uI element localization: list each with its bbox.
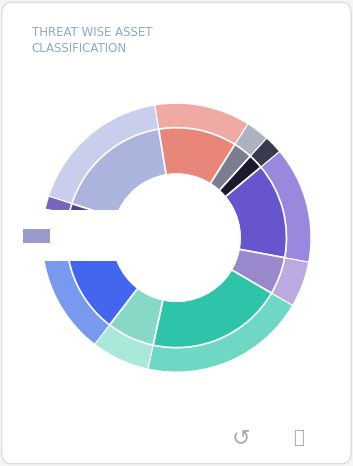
Wedge shape bbox=[219, 156, 261, 197]
Wedge shape bbox=[42, 226, 109, 344]
Wedge shape bbox=[45, 196, 72, 214]
Wedge shape bbox=[72, 129, 166, 218]
Text: ↺: ↺ bbox=[232, 428, 250, 448]
Wedge shape bbox=[235, 124, 267, 156]
Wedge shape bbox=[43, 209, 69, 228]
Wedge shape bbox=[155, 103, 248, 144]
Text: CLASSIFICATION: CLASSIFICATION bbox=[32, 42, 127, 55]
Wedge shape bbox=[66, 228, 138, 325]
Wedge shape bbox=[271, 258, 309, 306]
Wedge shape bbox=[159, 128, 235, 184]
Wedge shape bbox=[148, 293, 293, 372]
FancyBboxPatch shape bbox=[23, 229, 50, 243]
Text: ⛶: ⛶ bbox=[293, 429, 304, 447]
Wedge shape bbox=[69, 204, 116, 224]
Text: 17.42%: 17.42% bbox=[106, 228, 161, 241]
Wedge shape bbox=[49, 105, 159, 204]
Text: THREAT WISE ASSET: THREAT WISE ASSET bbox=[32, 26, 152, 39]
Wedge shape bbox=[250, 138, 280, 167]
Wedge shape bbox=[225, 167, 287, 258]
Wedge shape bbox=[261, 151, 311, 262]
FancyBboxPatch shape bbox=[7, 209, 194, 263]
FancyBboxPatch shape bbox=[11, 210, 198, 266]
Wedge shape bbox=[67, 214, 114, 232]
Circle shape bbox=[113, 174, 240, 301]
Wedge shape bbox=[231, 249, 285, 293]
Wedge shape bbox=[95, 325, 153, 369]
Wedge shape bbox=[153, 270, 271, 348]
Wedge shape bbox=[109, 288, 163, 345]
Text: Dns:: Dns: bbox=[53, 228, 83, 241]
Wedge shape bbox=[210, 144, 250, 191]
